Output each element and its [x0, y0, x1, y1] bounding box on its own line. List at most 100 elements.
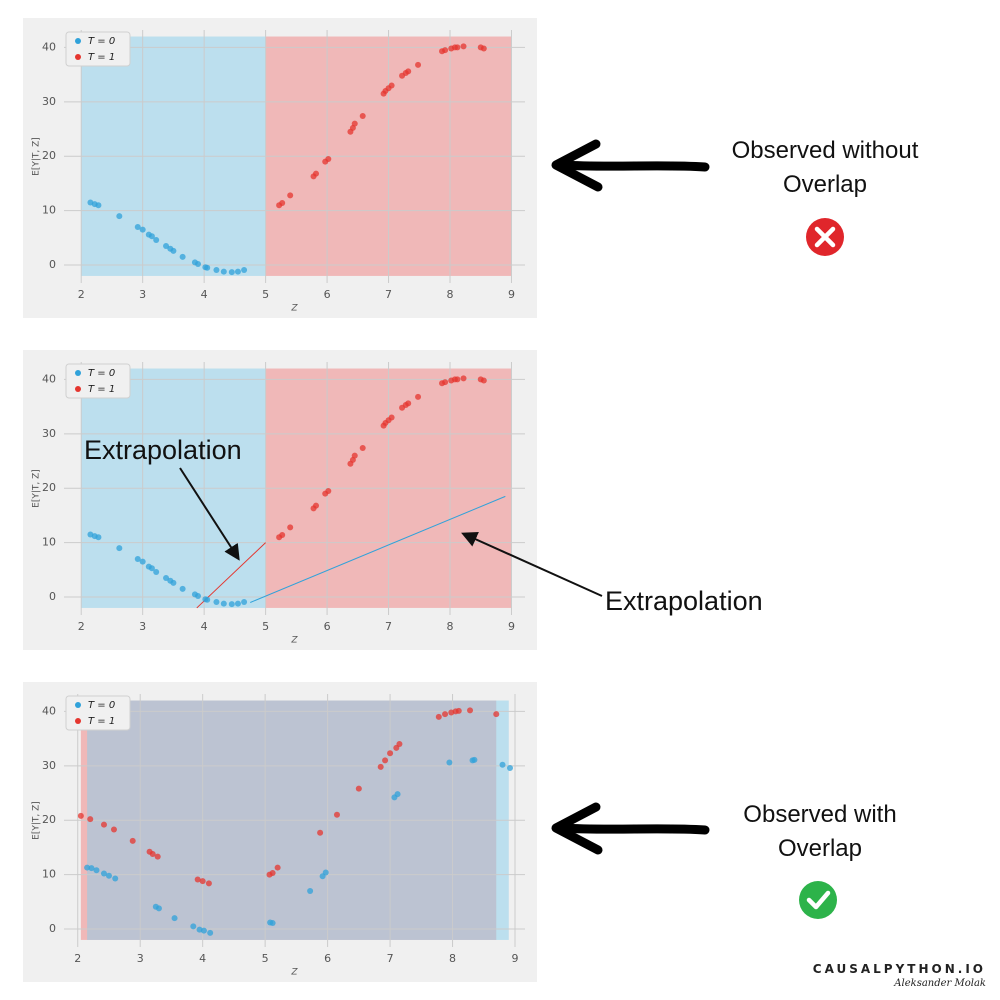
x-tick-label: 3	[139, 288, 146, 301]
data-point	[446, 759, 453, 766]
data-point	[442, 379, 449, 386]
data-point	[134, 223, 141, 230]
data-point	[442, 711, 449, 718]
legend-marker	[75, 386, 81, 392]
data-point	[396, 741, 403, 748]
data-point	[480, 377, 487, 384]
data-point	[287, 524, 294, 531]
data-point	[317, 829, 324, 836]
data-point	[325, 155, 332, 162]
x-axis-label: Z	[290, 968, 298, 978]
data-point	[204, 596, 211, 603]
data-point	[220, 268, 227, 275]
y-tick-label: 20	[42, 813, 56, 826]
data-point	[454, 376, 461, 383]
legend-marker	[75, 370, 81, 376]
data-point	[154, 853, 161, 860]
data-point	[116, 213, 123, 220]
x-tick-label: 9	[508, 288, 515, 301]
data-point	[493, 711, 500, 718]
data-point	[139, 226, 146, 233]
y-tick-label: 30	[42, 95, 56, 108]
data-point	[269, 870, 276, 877]
data-point	[134, 555, 141, 562]
data-point	[149, 850, 156, 857]
data-point	[415, 393, 422, 400]
y-tick-label: 20	[42, 481, 56, 494]
data-point	[155, 905, 162, 912]
y-tick-label: 10	[42, 204, 56, 217]
x-tick-label: 2	[74, 952, 81, 965]
y-tick-label: 40	[42, 372, 56, 385]
data-point	[116, 545, 123, 552]
data-point	[148, 565, 155, 572]
legend-marker	[75, 702, 81, 708]
data-point	[105, 872, 112, 879]
x-tick-label: 4	[201, 620, 208, 633]
data-point	[442, 47, 449, 54]
data-point	[307, 887, 314, 894]
data-point	[351, 120, 358, 127]
annotation: Extrapolation	[605, 586, 763, 616]
y-tick-label: 10	[42, 868, 56, 881]
x-tick-label: 8	[447, 288, 454, 301]
data-point	[170, 579, 177, 586]
data-point	[194, 876, 201, 883]
chart: 2 3 4 5 6 7 8 9 0 10 20 30 40 Z E[Y|T, Z] T = 0 T = 1	[23, 18, 537, 318]
data-point	[207, 929, 214, 936]
pointer-arrow	[461, 531, 603, 597]
data-point	[279, 200, 286, 207]
legend-marker	[75, 718, 81, 724]
big-arrow	[551, 139, 710, 192]
data-point	[405, 400, 412, 407]
data-point	[110, 826, 117, 833]
data-point	[507, 764, 514, 771]
legend-box	[65, 363, 131, 399]
data-point	[220, 600, 227, 607]
data-point	[322, 869, 329, 876]
data-point	[287, 192, 294, 199]
data-point	[359, 112, 366, 119]
cross-icon	[806, 218, 844, 256]
data-point	[213, 598, 220, 605]
extrapolation-line	[250, 495, 506, 603]
data-point	[77, 812, 84, 819]
x-tick-label: 7	[387, 952, 394, 965]
data-point	[394, 791, 401, 798]
x-axis-label: Z	[290, 304, 298, 314]
legend-label: T = 1	[88, 716, 115, 727]
x-tick-label: 7	[385, 288, 392, 301]
x-tick-label: 4	[199, 952, 206, 965]
data-point	[269, 920, 276, 927]
y-tick-label: 10	[42, 536, 56, 549]
data-point	[435, 713, 442, 720]
x-tick-label: 4	[201, 288, 208, 301]
legend-label: T = 1	[88, 384, 115, 395]
data-point	[279, 532, 286, 539]
data-point	[100, 821, 107, 828]
annotation: Extrapolation	[84, 435, 242, 465]
data-point	[499, 761, 506, 768]
y-tick-label: 20	[42, 149, 56, 162]
data-point	[234, 268, 241, 275]
data-point	[388, 414, 395, 421]
x-tick-label: 3	[139, 620, 146, 633]
data-point	[194, 592, 201, 599]
data-point	[84, 864, 91, 871]
data-point	[460, 43, 467, 50]
data-point	[467, 707, 474, 714]
x-tick-label: 5	[262, 952, 269, 965]
data-point	[139, 558, 146, 565]
x-tick-label: 5	[262, 288, 269, 301]
y-tick-label: 0	[49, 590, 56, 603]
data-point	[200, 927, 207, 934]
x-tick-label: 6	[324, 620, 331, 633]
data-point	[333, 811, 340, 818]
data-point	[325, 487, 332, 494]
data-point	[153, 237, 160, 244]
x-tick-label: 6	[324, 288, 331, 301]
data-point	[405, 68, 412, 75]
data-point	[455, 707, 462, 714]
data-point	[359, 444, 366, 451]
